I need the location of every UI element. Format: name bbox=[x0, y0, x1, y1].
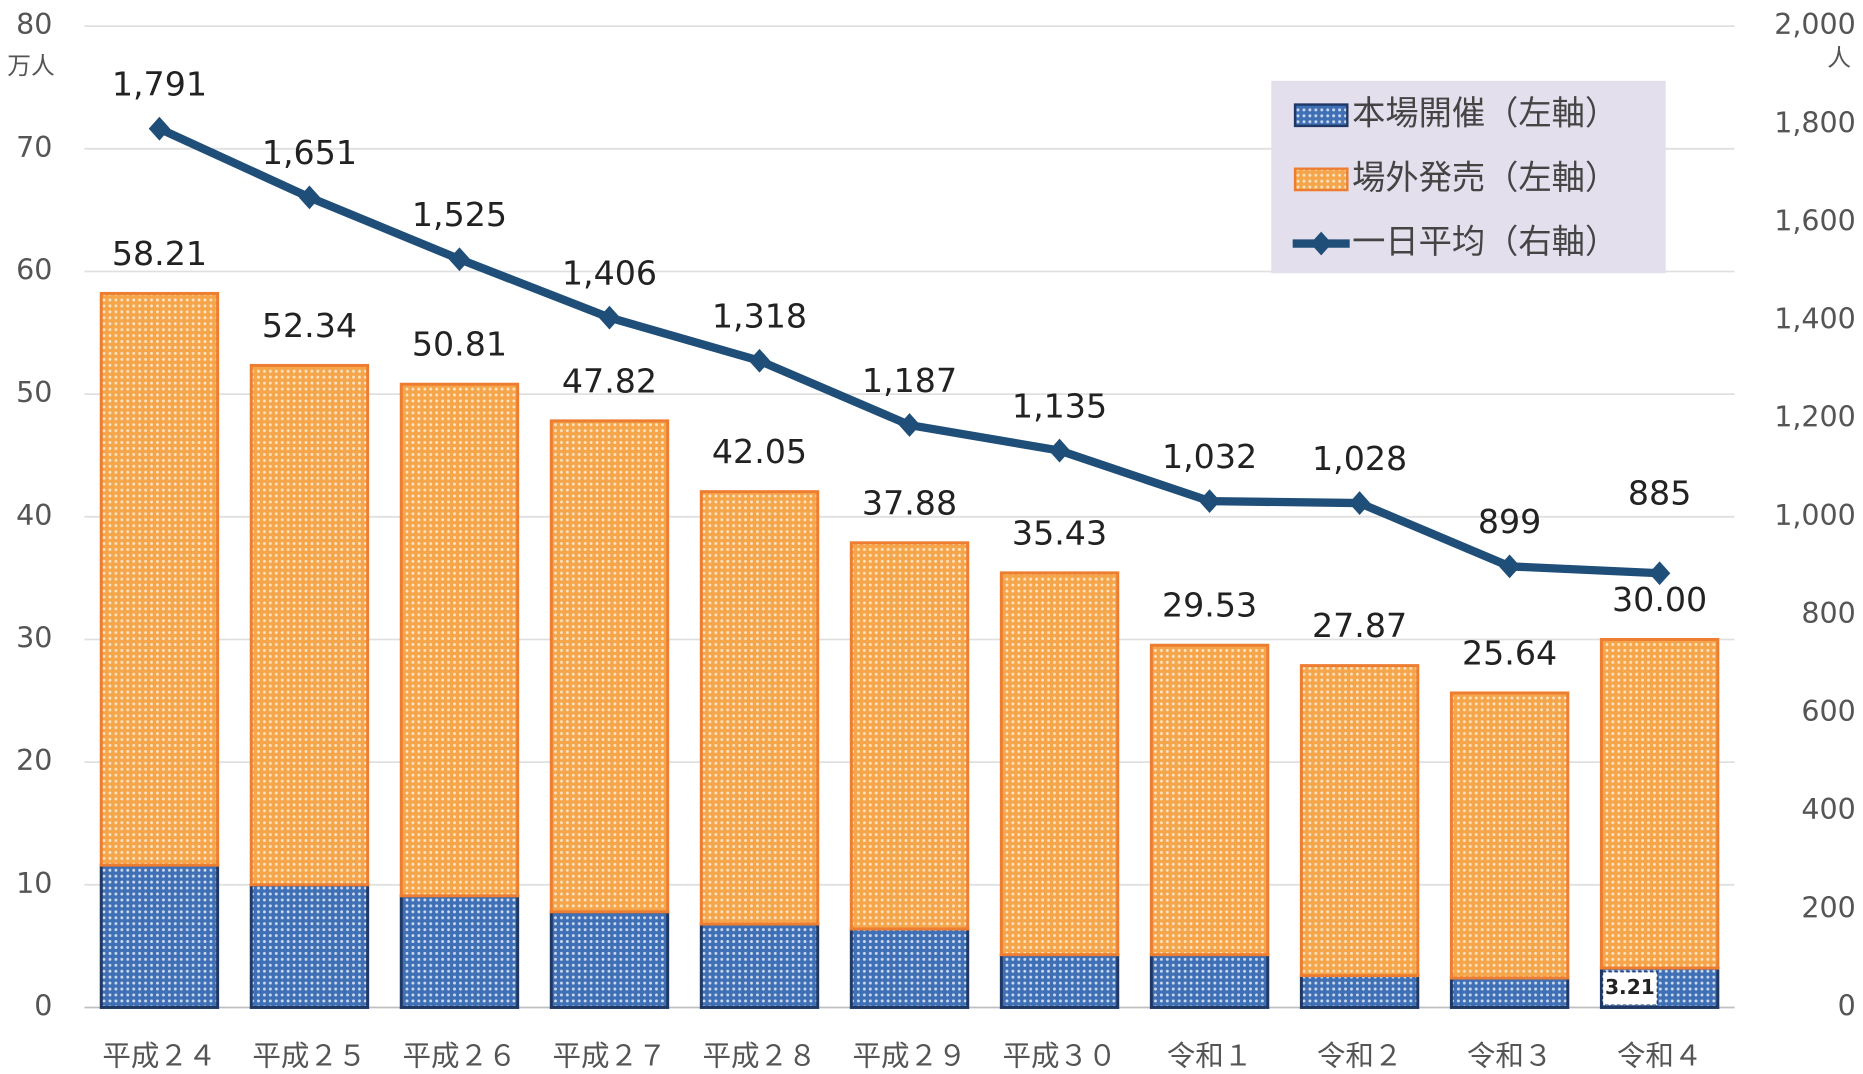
bar-segment bbox=[999, 953, 1120, 1009]
bar-segment bbox=[99, 291, 220, 867]
y-tick-label: 20 bbox=[16, 744, 52, 777]
x-tick-label: 平成２５ bbox=[252, 1039, 366, 1072]
line-label: 899 bbox=[1478, 502, 1541, 541]
line-marker bbox=[1198, 489, 1221, 513]
bar-segment bbox=[1299, 664, 1420, 978]
legend-swatch bbox=[1293, 167, 1349, 192]
legend-swatch bbox=[1293, 103, 1349, 128]
y2-unit: 人 bbox=[1827, 44, 1851, 72]
bar-segment bbox=[249, 883, 370, 1009]
bar-segment bbox=[1299, 974, 1420, 1009]
total-label: 37.88 bbox=[862, 483, 957, 522]
bar-segment bbox=[699, 922, 820, 1009]
y-tick-label: 10 bbox=[16, 867, 52, 900]
total-label: 50.81 bbox=[412, 325, 507, 364]
line-label: 1,032 bbox=[1162, 437, 1257, 476]
x-tick-label: 令和２ bbox=[1317, 1039, 1403, 1072]
bar-segment bbox=[99, 863, 220, 1009]
legend-label: 一日平均（右軸） bbox=[1352, 222, 1618, 261]
data-label-bg bbox=[1601, 971, 1658, 1006]
bar-segment bbox=[999, 571, 1120, 957]
line-label: 1,651 bbox=[262, 133, 357, 172]
total-label: 35.43 bbox=[1012, 513, 1107, 552]
line-label: 1,187 bbox=[862, 361, 957, 400]
line-marker bbox=[1498, 554, 1521, 579]
bar-segment bbox=[549, 419, 670, 914]
x-tick-label: 平成２８ bbox=[702, 1039, 816, 1072]
total-label: 42.05 bbox=[712, 432, 807, 471]
total-label: 47.82 bbox=[562, 361, 657, 400]
line-marker bbox=[1048, 438, 1071, 463]
bar-segment bbox=[1149, 643, 1270, 957]
x-tick-label: 令和１ bbox=[1167, 1039, 1253, 1072]
legend-label: 場外発売（左軸） bbox=[1352, 158, 1618, 197]
bar-segment bbox=[1449, 976, 1570, 1009]
line-marker bbox=[1648, 561, 1671, 586]
line-label: 1,525 bbox=[412, 195, 507, 234]
y2-tick-label: 1,600 bbox=[1774, 204, 1856, 237]
total-label: 58.21 bbox=[112, 234, 207, 273]
total-label: 52.34 bbox=[262, 306, 357, 345]
x-tick-label: 平成２６ bbox=[402, 1039, 516, 1072]
x-tick-label: 令和３ bbox=[1467, 1039, 1553, 1072]
y-tick-label: 40 bbox=[16, 499, 52, 532]
y-tick-label: 0 bbox=[34, 989, 52, 1022]
data-label: 3.21 bbox=[1605, 975, 1655, 999]
line-marker bbox=[448, 247, 471, 272]
y-tick-label: 80 bbox=[16, 8, 52, 41]
legend-label: 本場開催（左軸） bbox=[1352, 94, 1618, 133]
y-tick-label: 50 bbox=[16, 376, 52, 409]
line-label: 885 bbox=[1628, 473, 1691, 512]
x-tick-label: 令和４ bbox=[1617, 1039, 1703, 1072]
y2-tick-label: 2,000 bbox=[1774, 8, 1856, 41]
line-marker bbox=[598, 305, 621, 330]
bar-segment bbox=[249, 363, 370, 887]
line-marker bbox=[1348, 491, 1371, 515]
total-label: 25.64 bbox=[1462, 633, 1557, 672]
bar-segment bbox=[1449, 691, 1570, 980]
line-label: 1,318 bbox=[712, 297, 807, 336]
x-tick-label: 平成３０ bbox=[1003, 1039, 1117, 1072]
bar-segment bbox=[1149, 953, 1270, 1009]
legend-marker bbox=[1310, 231, 1332, 256]
x-tick-label: 平成２４ bbox=[102, 1039, 216, 1072]
line-marker bbox=[748, 348, 771, 373]
bar-segment bbox=[699, 490, 820, 926]
line-label: 1,135 bbox=[1012, 386, 1107, 425]
total-label: 27.87 bbox=[1312, 606, 1407, 645]
line-marker bbox=[298, 185, 321, 210]
total-label: 29.53 bbox=[1162, 586, 1257, 625]
y2-tick-label: 200 bbox=[1801, 891, 1855, 924]
line-marker bbox=[148, 116, 171, 141]
line-marker bbox=[898, 413, 921, 437]
y-tick-label: 70 bbox=[16, 131, 52, 164]
x-tick-label: 平成２９ bbox=[853, 1039, 967, 1072]
line-label: 1,028 bbox=[1312, 439, 1407, 478]
bar-segment bbox=[1599, 637, 1720, 970]
y2-tick-label: 1,400 bbox=[1774, 303, 1856, 336]
y2-tick-label: 800 bbox=[1801, 597, 1855, 630]
y-tick-label: 60 bbox=[16, 253, 52, 286]
total-label: 30.00 bbox=[1612, 580, 1707, 619]
y2-tick-label: 1,200 bbox=[1774, 401, 1856, 434]
y2-tick-label: 400 bbox=[1801, 793, 1855, 826]
bar-segment bbox=[849, 927, 970, 1009]
bar-segment bbox=[399, 894, 520, 1009]
y-tick-label: 30 bbox=[16, 621, 52, 654]
bar-segment bbox=[849, 541, 970, 931]
y2-tick-label: 0 bbox=[1838, 989, 1856, 1022]
y-unit: 万人 bbox=[7, 52, 55, 80]
bar-segment bbox=[549, 910, 670, 1009]
x-tick-label: 平成２７ bbox=[552, 1039, 666, 1072]
line-label: 1,406 bbox=[562, 253, 657, 292]
y2-tick-label: 1,800 bbox=[1774, 106, 1856, 139]
line-label: 1,791 bbox=[112, 64, 207, 103]
bar-segment bbox=[399, 382, 520, 898]
y2-tick-label: 1,000 bbox=[1774, 499, 1856, 532]
y2-tick-label: 600 bbox=[1801, 695, 1855, 728]
